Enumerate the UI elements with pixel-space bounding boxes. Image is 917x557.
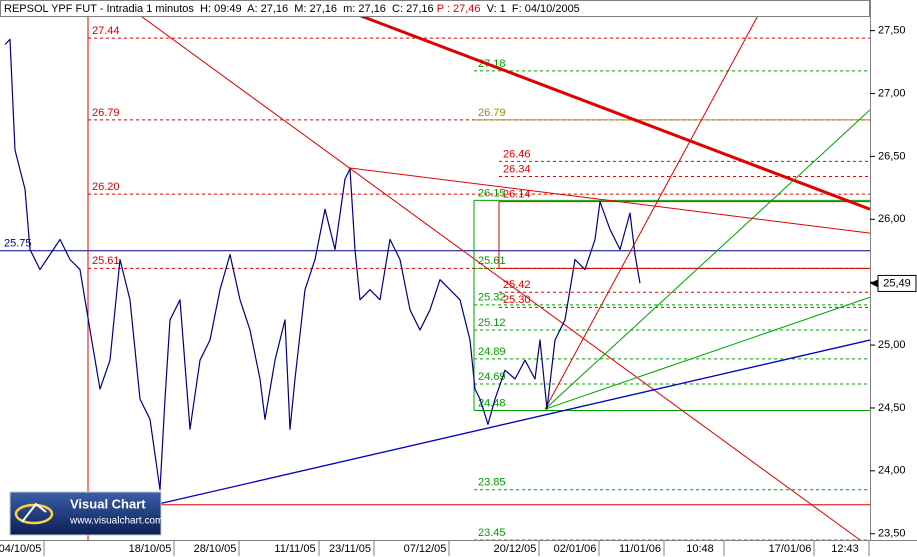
header-bar: [0, 0, 870, 17]
y-tick-label: 25,00: [878, 339, 906, 351]
level-label: 23.85: [478, 477, 506, 489]
title-part: REPSOL YPF FUT - Intradia 1 minutos H: 0…: [4, 3, 437, 15]
y-tick-label: 27,50: [878, 25, 906, 37]
trend-line: [359, 17, 870, 211]
level-label: 25.61: [92, 255, 120, 267]
trend-line: [544, 17, 758, 410]
x-tick-label: 04/10/05: [0, 543, 41, 555]
level-label: 26.46: [503, 148, 531, 160]
y-tick-label: 26,00: [878, 213, 906, 225]
x-tick-label: 12:43: [831, 543, 859, 555]
x-tick-label: 18/10/05: [129, 543, 172, 555]
level-label: 25.42: [503, 279, 531, 291]
title-part: P : 27,46: [437, 3, 481, 15]
level-label: 26.34: [503, 163, 531, 175]
last-price-box: [877, 274, 917, 292]
x-tick-label: 23/11/05: [329, 543, 371, 555]
level-label: 25.75: [4, 238, 32, 250]
logo-box: [9, 491, 162, 536]
level-label: 26.15: [478, 187, 506, 199]
level-label: 24.48: [478, 397, 506, 409]
logo: Visual Chart www.visualchart.com: [9, 491, 163, 536]
trend-line: [141, 17, 861, 540]
x-tick-label: 11/11/05: [274, 543, 315, 555]
x-tick-label: 07/12/05: [404, 543, 447, 555]
y-tick-label: 24,50: [878, 402, 906, 414]
level-label: 26.79: [92, 107, 120, 119]
level-label: 26.20: [92, 181, 120, 193]
y-tick-label: 24,00: [878, 465, 906, 477]
x-tick-label: 28/10/05: [194, 543, 237, 555]
level-label: 25.12: [478, 317, 506, 329]
level-label: 26.79: [478, 107, 506, 119]
level-label: 27.18: [478, 58, 506, 70]
level-label: 25.32: [478, 292, 506, 304]
y-tick-label: 27,00: [878, 87, 906, 99]
y-tick-label: 26,50: [878, 150, 906, 162]
chart-title: REPSOL YPF FUT - Intradia 1 minutos H: 0…: [4, 3, 580, 15]
trend-line: [154, 339, 870, 506]
level-label: 26.14: [503, 189, 531, 201]
level-label: 23.45: [478, 527, 506, 539]
trend-line: [544, 109, 870, 410]
logo-title: Visual Chart: [70, 496, 146, 511]
logo-icon: [21, 502, 47, 523]
logo-url: www.visualchart.com: [69, 516, 163, 527]
x-tick-label: 10:48: [686, 543, 714, 555]
axes: 23,5024,0024,5025,0025,5026,0026,5027,00…: [0, 25, 917, 556]
x-tick-label: 20/12/05: [494, 543, 537, 555]
last-price-pointer: [870, 279, 878, 288]
plot-area: 27.44 26.79 26.20 25.61 25.75 27.18 26.79 26.46…: [0, 17, 870, 540]
x-tick-label: 17/01/06: [769, 543, 812, 555]
level-label: 25.30: [503, 294, 531, 306]
title-part: V: 1 F: 04/10/2005: [481, 3, 580, 15]
last-price-label: 25,49: [883, 277, 911, 289]
level-label: 24.69: [478, 371, 506, 383]
x-tick-label: 11/01/06: [619, 543, 661, 555]
trend-line: [544, 296, 870, 410]
price-line: [4, 38, 641, 491]
level-label: 27.44: [92, 25, 120, 37]
level-label: 24.89: [478, 346, 506, 358]
level-label: 25.61: [478, 255, 506, 267]
trend-line: [347, 167, 870, 234]
y-tick-label: 23,50: [878, 528, 906, 540]
x-tick-label: 02/01/06: [554, 543, 597, 555]
